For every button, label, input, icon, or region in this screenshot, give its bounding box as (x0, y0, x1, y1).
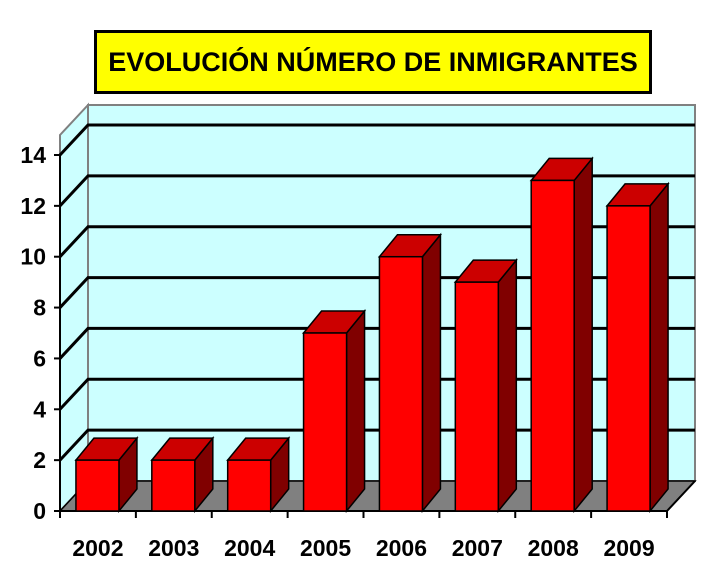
gridline (58, 123, 695, 157)
y-tick-label: 8 (33, 295, 46, 321)
x-tick-label: 2006 (376, 535, 427, 561)
x-tick-label: 2002 (72, 535, 123, 561)
x-axis-depth-line (666, 480, 696, 512)
x-tick-label: 2007 (452, 535, 503, 561)
x-tick-label: 2009 (603, 535, 654, 561)
chart-title-box: EVOLUCIÓN NÚMERO DE INMIGRANTES (94, 30, 652, 94)
chart-title: EVOLUCIÓN NÚMERO DE INMIGRANTES (108, 46, 638, 77)
bar (606, 205, 651, 512)
x-tick-label: 2005 (300, 535, 351, 561)
x-tick-label: 2003 (148, 535, 199, 561)
gridline (58, 225, 695, 258)
gridline (58, 174, 695, 207)
y-tick-label: 6 (33, 345, 46, 371)
y-tick-label: 14 (20, 142, 46, 168)
bar (75, 459, 120, 512)
bar-side (421, 232, 442, 514)
bar (226, 459, 272, 512)
y-tick-label: 4 (33, 396, 46, 422)
x-tick-label: 2008 (528, 535, 579, 561)
x-tick-label: 2004 (224, 535, 275, 561)
bar-side (573, 156, 593, 514)
y-tick-label: 12 (20, 193, 46, 219)
y-tick-label: 10 (20, 244, 46, 270)
bar-side (649, 181, 669, 514)
bar (454, 281, 500, 512)
bar-side (345, 308, 366, 514)
y-tick-label: 2 (33, 447, 46, 473)
y-tick-label: 0 (33, 498, 46, 524)
bar (151, 459, 196, 512)
bar (302, 332, 348, 512)
bar (530, 179, 575, 512)
bar-side (497, 258, 518, 514)
bar (378, 255, 424, 512)
